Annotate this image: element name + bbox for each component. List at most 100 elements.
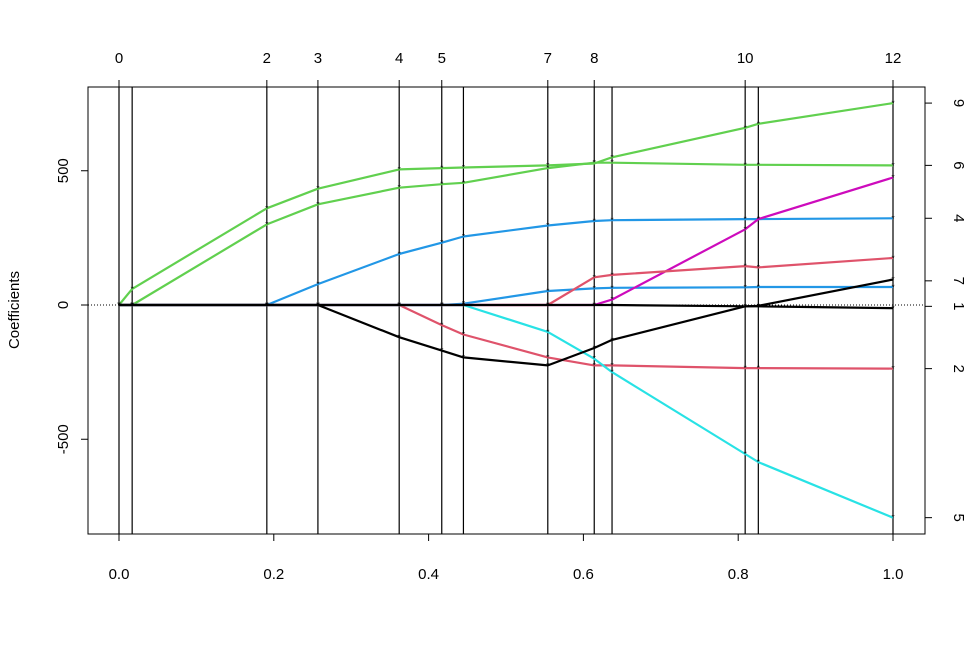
series-point-marker: * [440,301,443,310]
series-point-marker: * [546,301,549,310]
series-point-marker: * [891,283,894,292]
series-point-marker: * [316,280,319,289]
series-point-marker: * [891,365,894,374]
series-point-marker: * [398,333,401,342]
series-line-1 [118,102,894,306]
series-point-marker: * [891,161,894,170]
series-layer: * * * * * * * * * * * * * * * * * * * * * * * * * * * * * * * * * * * * * * * *… [117,99,894,523]
series-point-marker: * [462,233,465,242]
series-point-marker: * [316,200,319,209]
top-tick-label: 4 [395,50,403,67]
series-point-marker: * [757,302,760,311]
top-tick-label: 5 [438,50,446,67]
series-point-marker: * [757,215,760,224]
series-point-marker: * [593,301,596,310]
series-point-marker: * [891,173,894,182]
x-tick-label: 0.6 [573,566,594,583]
series-point-marker: * [744,124,747,133]
series-point-marker: * [610,301,613,310]
step-lines [118,87,894,534]
series-point-marker: * [891,214,894,223]
series-point-marker: * [757,120,760,129]
series-point-marker: * [462,331,465,340]
series-point-marker: * [546,353,549,362]
plot-frame [87,86,926,535]
series-point-marker: * [131,301,134,310]
series-point-marker: * [316,185,319,194]
right-tick-label: 4 [950,214,967,222]
series-point-marker: * [265,301,268,310]
series-point-marker: * [546,287,549,296]
x-tick-label: 0.8 [728,566,749,583]
series-line-3 [119,217,894,307]
series-point-marker: * [462,301,465,310]
series-line-2 [119,161,894,307]
series-point-marker: * [462,179,465,188]
series-point-marker: * [891,254,894,263]
series-point-marker: * [610,368,613,377]
y-axis-label: Coefficients [6,271,23,349]
y-tick-label: -500 [55,424,72,454]
right-tick-label: 5 [950,513,967,521]
series-point-marker: * [593,361,596,370]
series-point-marker: * [891,514,894,523]
series-point-marker: * [610,361,613,370]
series-point-marker: * [891,99,894,108]
x-tick-label: 1.0 [883,566,904,583]
series-point-marker: * [265,204,268,213]
series-point-marker: * [316,301,319,310]
series-point-marker: * [610,271,613,280]
series-point-marker: * [757,458,760,467]
series-point-marker: * [462,353,465,362]
y-tick-label: 0 [55,301,72,309]
series-point-marker: * [744,262,747,271]
series-point-marker: * [546,328,549,337]
series-point-marker: * [891,304,894,313]
series-point-marker: * [546,222,549,231]
series-point-marker: * [744,283,747,292]
series-point-marker: * [891,275,894,284]
series-point-marker: * [610,336,613,345]
series-point-marker: * [546,164,549,173]
series-point-marker: * [440,239,443,248]
series-point-marker: * [440,180,443,189]
series-point-marker: * [757,364,760,373]
x-tick-label: 0.2 [263,566,284,583]
series-point-marker: * [593,160,596,169]
series-point-marker: * [265,220,268,229]
series-point-marker: * [744,161,747,170]
top-tick-label: 3 [314,50,322,67]
series-point-marker: * [440,164,443,173]
right-tick-label: 2 [950,364,967,372]
x-tick-label: 0.4 [418,566,439,583]
right-tick-label: 6 [950,161,967,169]
series-point-marker: * [757,283,760,292]
series-point-marker: * [744,364,747,373]
series-point-marker: * [398,184,401,193]
series-point-marker: * [398,250,401,259]
top-tick-label: 2 [263,50,271,67]
y-tick-label: 500 [55,158,72,183]
series-point-marker: * [117,301,120,310]
series-line-8 [119,303,894,519]
series-point-marker: * [546,361,549,370]
series-point-marker: * [131,285,134,294]
series-line-10 [119,303,894,310]
series-point-marker: * [744,215,747,224]
series-point-marker: * [610,153,613,162]
series-point-marker: * [610,159,613,168]
series-point-marker: * [462,164,465,173]
right-tick-label: 1 [950,302,967,310]
series-point-marker: * [593,217,596,226]
top-tick-label: 12 [885,50,902,67]
series-point-marker: * [610,284,613,293]
series-point-marker: * [744,450,747,459]
series-point-marker: * [757,161,760,170]
right-tick-label: 9 [950,99,967,107]
top-tick-label: 8 [590,50,598,67]
series-point-marker: * [398,301,401,310]
series-point-marker: * [610,296,613,305]
series-point-marker: * [744,225,747,234]
